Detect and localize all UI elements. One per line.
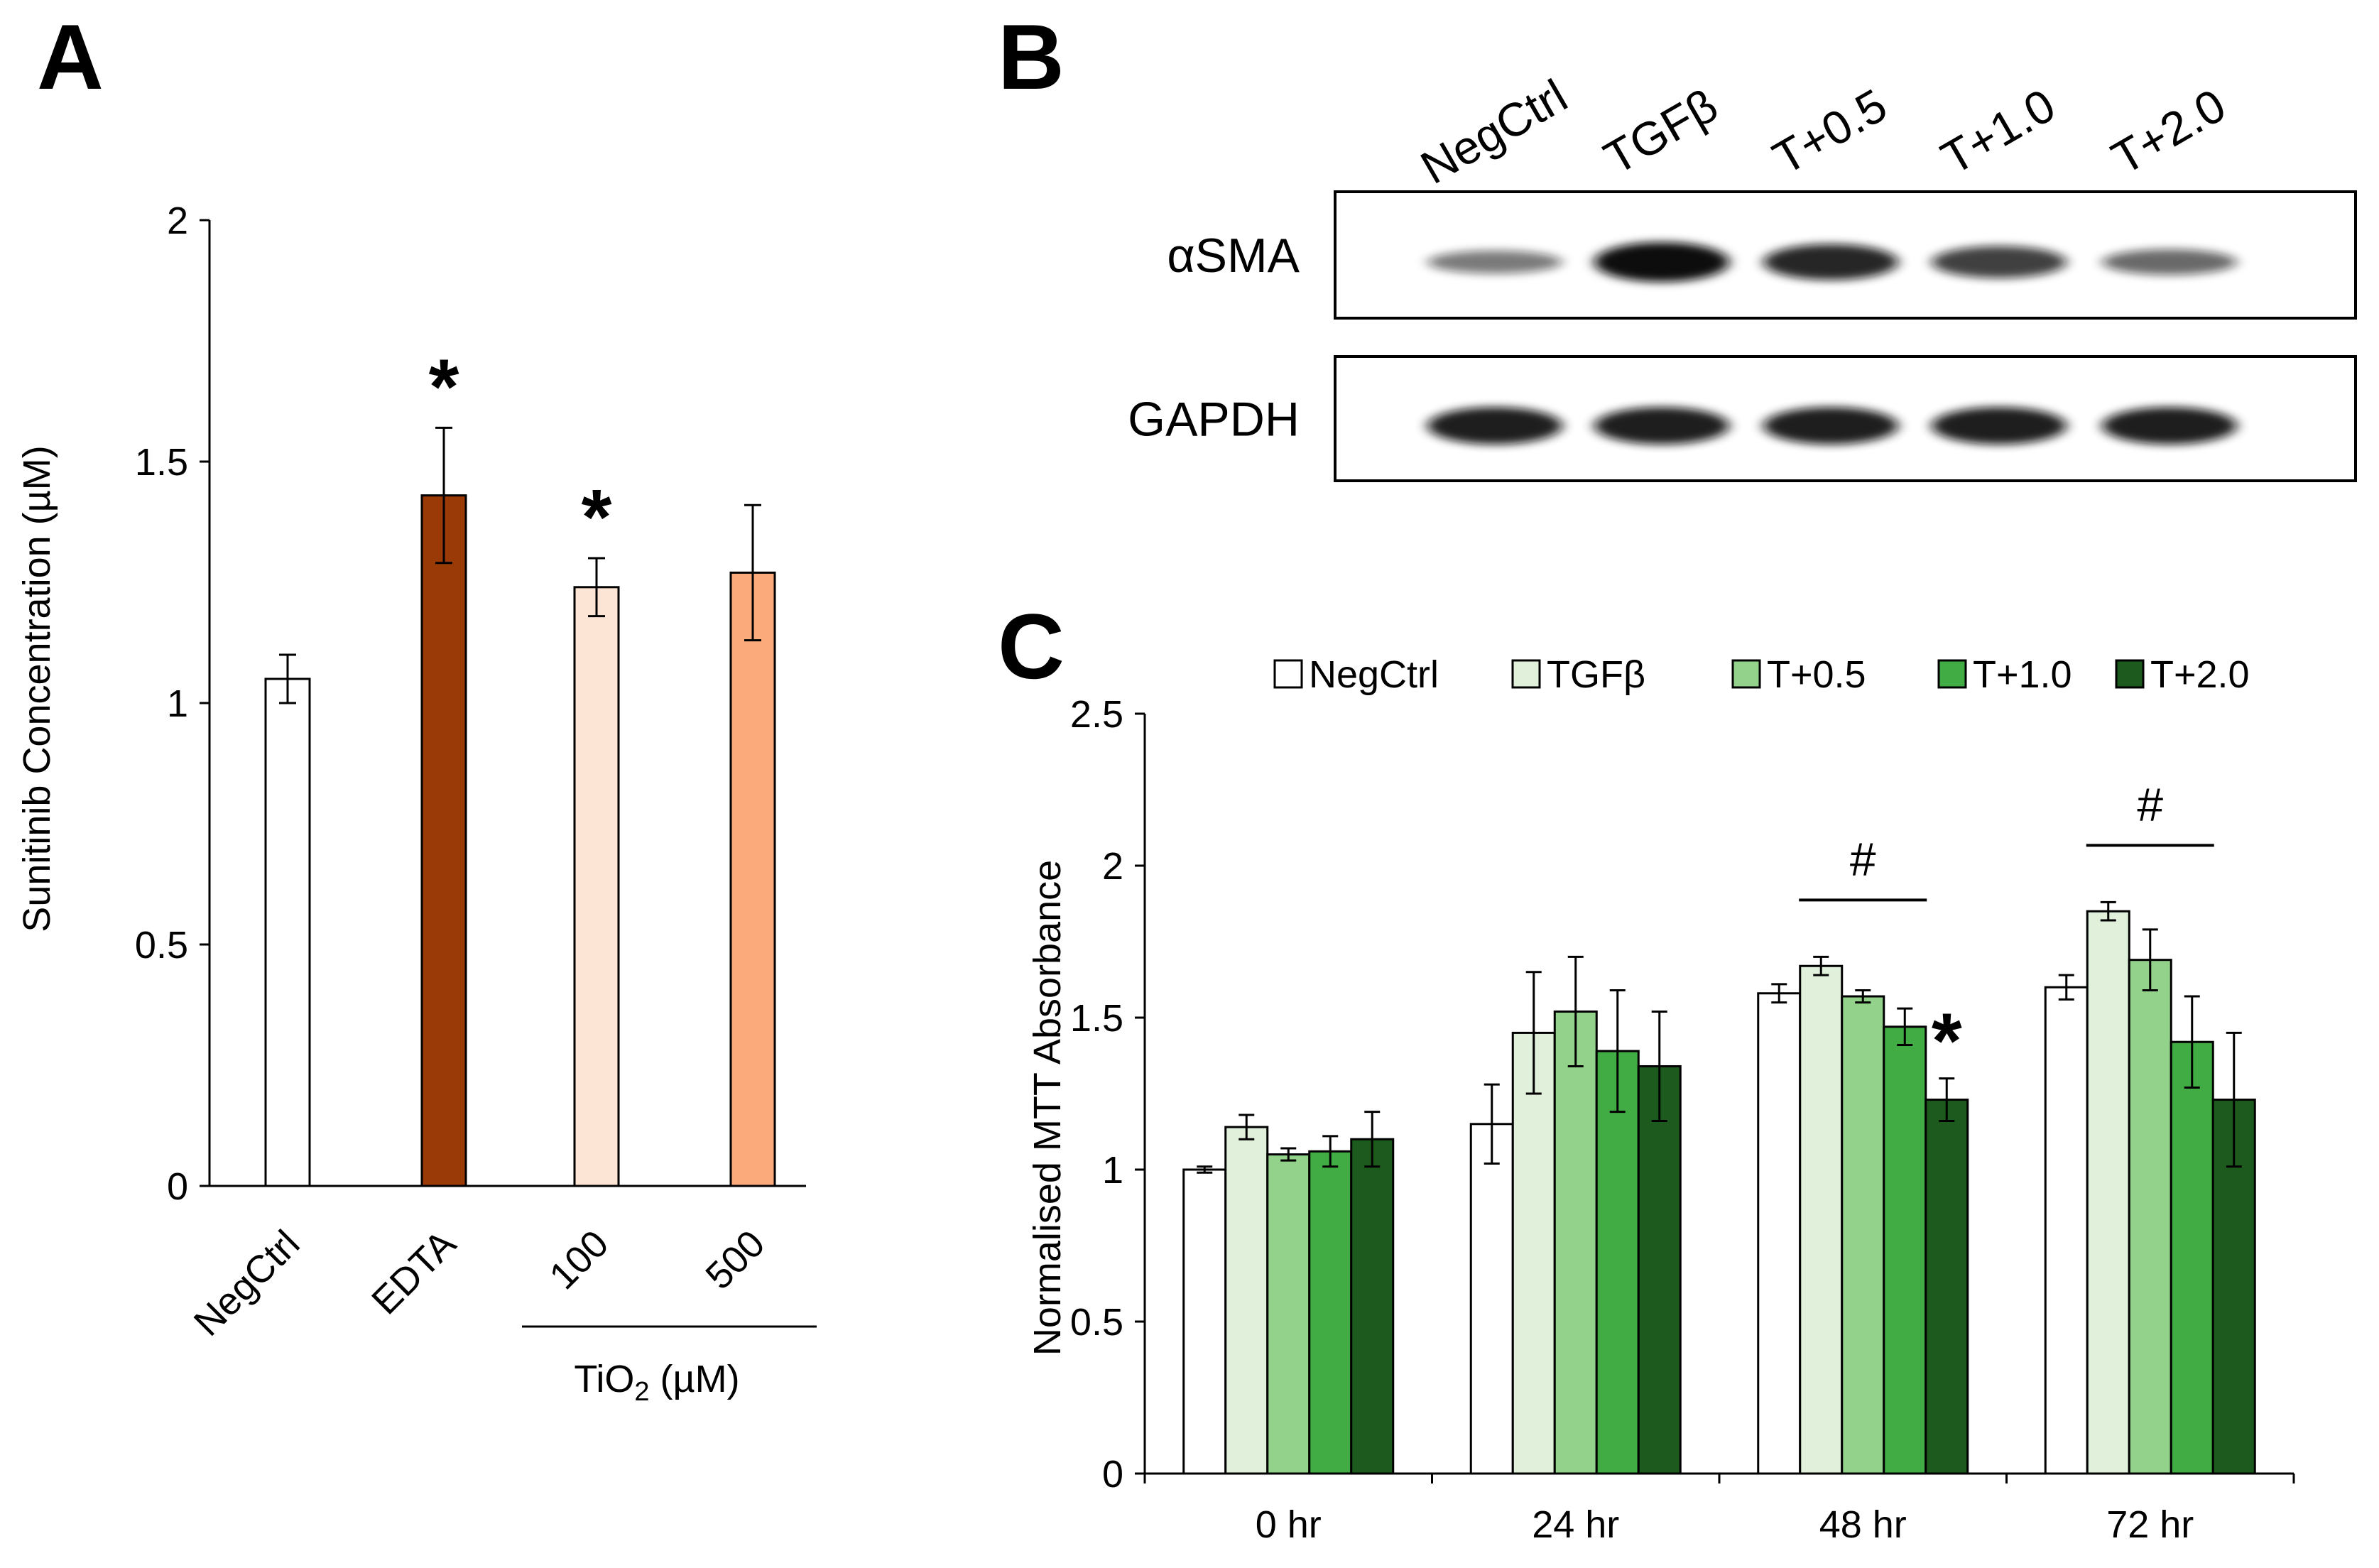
chart-c-bar-tgf- xyxy=(1799,964,1844,1475)
chart-c-x-tick-label: 0 hr xyxy=(1256,1503,1322,1546)
chart-c-bar-t-0-5 xyxy=(1266,1153,1311,1475)
blot-lane-label: T+2.0 xyxy=(2103,78,2234,184)
chart-c-y-tick-label: 2.5 xyxy=(1070,693,1123,736)
chart-a-bar-500 xyxy=(729,571,776,1187)
blot-band xyxy=(1932,407,2067,445)
chart-c-x-tick-label: 24 hr xyxy=(1532,1503,1619,1546)
chart-c-legend-label: T+0.5 xyxy=(1767,653,1866,696)
blot-row-label: GAPDH xyxy=(1128,393,1300,447)
chart-a-y-tick-label: 1 xyxy=(167,682,188,725)
blot-band xyxy=(1594,407,1729,445)
chart-c-bar-negctrl xyxy=(1469,1123,1514,1475)
blot-band xyxy=(1594,242,1729,282)
chart-c-legend-swatch xyxy=(1273,659,1303,689)
chart-c-bar-tgf- xyxy=(1511,1031,1556,1475)
chart-a-bar-edta xyxy=(420,494,467,1187)
chart-a-x-tick-label: 100 xyxy=(541,1222,616,1297)
chart-c-bar-t-2-0 xyxy=(1925,1099,1969,1475)
chart-a-group-label: TiO2 (µM) xyxy=(574,1358,739,1407)
blot-band xyxy=(2102,407,2237,445)
chart-c-bar-negctrl xyxy=(1757,992,1802,1475)
chart-c-hash-mark: # xyxy=(2137,778,2163,830)
blot-lane-label: NegCtrl xyxy=(1412,69,1576,194)
mtt-bar-chart: Normalised MTT Absorbance 0 0.5 1 1.5 2 2.5 0 … xyxy=(1026,653,2295,1546)
chart-c-bar-t-1-0 xyxy=(1883,1025,1927,1475)
blot-lane-label: T+1.0 xyxy=(1932,78,2064,184)
chart-c-bar-tgf- xyxy=(1224,1126,1269,1475)
blot-band xyxy=(1427,407,1562,445)
chart-a-x-tick-label: 500 xyxy=(697,1222,773,1297)
chart-c-bar-t-1-0 xyxy=(1308,1150,1353,1475)
chart-a-y-tick-label: 0.5 xyxy=(135,924,188,967)
chart-a-x-tick-label: NegCtrl xyxy=(186,1222,308,1344)
chart-a-x-tick-label: EDTA xyxy=(364,1222,464,1322)
chart-c-bar-t-0-5 xyxy=(2128,959,2172,1475)
group-label-prefix: TiO xyxy=(574,1358,634,1400)
chart-c-bar-t-1-0 xyxy=(2170,1040,2214,1475)
chart-a-significance-star: * xyxy=(429,343,459,430)
chart-c-y-tick-label: 0.5 xyxy=(1070,1301,1123,1344)
chart-a-bar-negctrl xyxy=(264,677,311,1187)
chart-a-y-tick-label: 1.5 xyxy=(135,441,188,484)
chart-c-legend-swatch xyxy=(1731,659,1761,689)
group-label-subscript: 2 xyxy=(634,1377,649,1407)
chart-c-legend-swatch xyxy=(1937,659,1967,689)
blot-band xyxy=(1427,250,1562,274)
chart-c-bar-t-2-0 xyxy=(1637,1065,1682,1475)
chart-c-bar-t-1-0 xyxy=(1595,1050,1640,1475)
chart-c-y-tick-label: 2 xyxy=(1102,845,1123,888)
group-label-suffix: (µM) xyxy=(650,1358,740,1400)
chart-c-legend-swatch xyxy=(1511,659,1541,689)
chart-c-legend-label: NegCtrl xyxy=(1309,653,1439,696)
blot-band xyxy=(1932,246,2067,278)
chart-a-significance-star: * xyxy=(582,474,612,561)
chart-a-y-tick-label: 0 xyxy=(167,1165,188,1208)
blot-band xyxy=(1763,244,1898,281)
panel-a-letter: A xyxy=(37,5,104,109)
chart-c-bar-negctrl xyxy=(2044,986,2089,1475)
chart-c-legend-swatch xyxy=(2115,659,2145,689)
chart-a-y-axis-title: Sunitinib Concentration (µM) xyxy=(16,445,58,932)
western-blot: NegCtrl TGFβ T+0.5 T+1.0 T+2.0 αSMA GAPDH xyxy=(1128,69,2357,482)
chart-c-y-tick-label: 1.5 xyxy=(1070,997,1123,1040)
panel-c-letter: C xyxy=(998,594,1065,698)
chart-a-bar-100 xyxy=(573,586,620,1187)
chart-c-bar-tgf- xyxy=(2086,910,2130,1475)
chart-c-bar-t-0-5 xyxy=(1553,1010,1598,1475)
chart-c-significance-star: * xyxy=(1932,998,1962,1085)
chart-c-hash-mark: # xyxy=(1850,832,1876,885)
chart-c-legend-label: T+1.0 xyxy=(1973,653,2072,696)
blot-lane-label: T+0.5 xyxy=(1764,78,1895,184)
blot-lane-label: TGFβ xyxy=(1595,79,1726,185)
chart-c-bar-negctrl xyxy=(1182,1168,1227,1475)
chart-c-y-tick-label: 0 xyxy=(1102,1453,1123,1496)
chart-a-y-tick-label: 2 xyxy=(167,200,188,242)
chart-c-legend-label: T+2.0 xyxy=(2150,653,2250,696)
panel-b-letter: B xyxy=(998,5,1065,109)
chart-c-y-tick-label: 1 xyxy=(1102,1149,1123,1192)
blot-row-label: αSMA xyxy=(1167,229,1300,283)
blot-band xyxy=(1763,407,1898,445)
chart-c-legend-label: TGFβ xyxy=(1547,653,1645,696)
sunitinib-bar-chart: Sunitinib Concentration (µM) 0 0.5 1 1.5 2 Ne… xyxy=(16,200,817,1407)
chart-c-x-tick-label: 72 hr xyxy=(2106,1503,2194,1546)
chart-c-y-axis-title: Normalised MTT Absorbance xyxy=(1026,860,1069,1356)
chart-c-x-tick-label: 48 hr xyxy=(1819,1503,1907,1546)
blot-band xyxy=(2102,249,2237,276)
chart-c-bar-t-0-5 xyxy=(1841,995,1885,1475)
chart-c-bar-t-2-0 xyxy=(1350,1138,1395,1475)
